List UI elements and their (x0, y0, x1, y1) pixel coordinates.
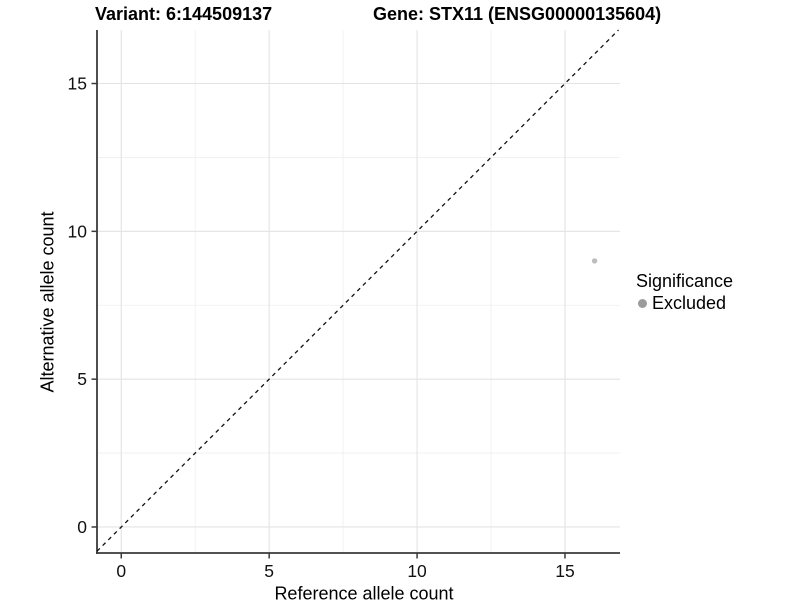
legend-item-label: Excluded (652, 293, 727, 313)
legend-key-point-icon (638, 299, 647, 308)
y-tick-label: 5 (77, 369, 87, 389)
x-tick-label: 10 (407, 561, 427, 581)
legend: Significance Excluded (636, 271, 733, 314)
x-tick-label: 15 (555, 561, 574, 581)
plot-title-gene: Gene: STX11 (ENSG00000135604) (373, 4, 662, 24)
identity-reference-line (96, 29, 619, 552)
y-tick-label: 10 (68, 221, 88, 241)
x-tick-label: 5 (264, 561, 274, 581)
y-tick-label: 0 (77, 517, 87, 537)
plot-title-variant: Variant: 6:144509137 (95, 4, 273, 24)
x-axis-title: Reference allele count (274, 583, 454, 600)
legend-item-excluded: Excluded (638, 293, 733, 314)
y-axis-title: Alternative allele count (37, 211, 58, 393)
data-point (591, 258, 598, 264)
y-tick-label: 15 (68, 74, 87, 94)
legend-title: Significance (636, 271, 734, 291)
x-tick-label: 0 (116, 561, 126, 581)
